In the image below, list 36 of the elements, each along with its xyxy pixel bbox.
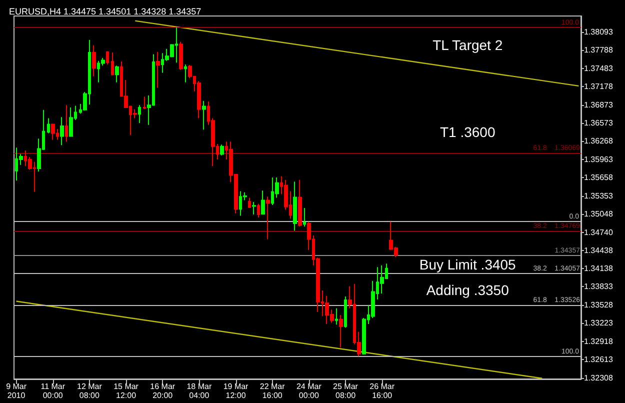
x-tick-label: 24 Mar 00:00: [296, 382, 322, 400]
x-tick-label: 25 Mar 08:00: [333, 382, 358, 400]
y-tick-label: 1.32918: [584, 336, 614, 346]
y-tick-label: 1.35353: [584, 191, 614, 200]
y-tick-label: 1.37178: [584, 82, 614, 92]
y-tick-label: 1.36873: [584, 100, 614, 110]
x-tick-label: 19 Mar 12:00: [223, 382, 249, 400]
y-tick-label: 1.33833: [584, 282, 614, 292]
x-tick-label: 26 Mar 16:00: [370, 382, 395, 400]
annotation: T1 .3600: [440, 124, 496, 140]
y-tick-label: 1.34438: [584, 246, 614, 256]
y-tick-label: 1.33223: [584, 318, 614, 328]
y-tick-label: 1.33528: [584, 300, 614, 310]
y-tick-label: 1.34138: [584, 264, 614, 273]
y-tick-label: 1.37788: [584, 46, 614, 55]
x-tick-label: 9 Mar 2010: [6, 382, 27, 400]
x-tick-label: 11 Mar 00:00: [40, 382, 66, 400]
x-tick-label: 15 Mar 12:00: [114, 382, 139, 400]
y-tick-label: 1.35658: [584, 173, 614, 182]
y-tick-label: 1.35963: [584, 154, 614, 164]
y-tick-label: 1.37483: [584, 64, 614, 73]
y-tick-label: 1.34740: [584, 228, 614, 237]
y-tick-label: 1.32308: [584, 373, 614, 382]
y-tick-label: 1.35048: [584, 210, 614, 219]
x-tick-label: 18 Mar 04:00: [186, 382, 212, 400]
annotation: Adding .3350: [426, 282, 510, 298]
x-tick-label: 12 Mar 08:00: [76, 382, 102, 400]
annotation: TL Target 2: [432, 37, 503, 54]
y-tick-label: 1.36573: [584, 118, 614, 128]
y-tick-label: 1.38093: [584, 27, 614, 36]
chart-title: EURUSD,H4 1.34475 1.34501 1.34328 1.34357: [9, 6, 202, 16]
x-tick-label: 22 Mar 16:00: [260, 382, 286, 400]
y-tick-label: 1.36268: [584, 136, 614, 146]
x-tick-label: 16 Mar 20:00: [150, 382, 176, 400]
y-tick-label: 1.32613: [584, 355, 614, 364]
annotation: Buy Limit .3405: [419, 256, 516, 273]
